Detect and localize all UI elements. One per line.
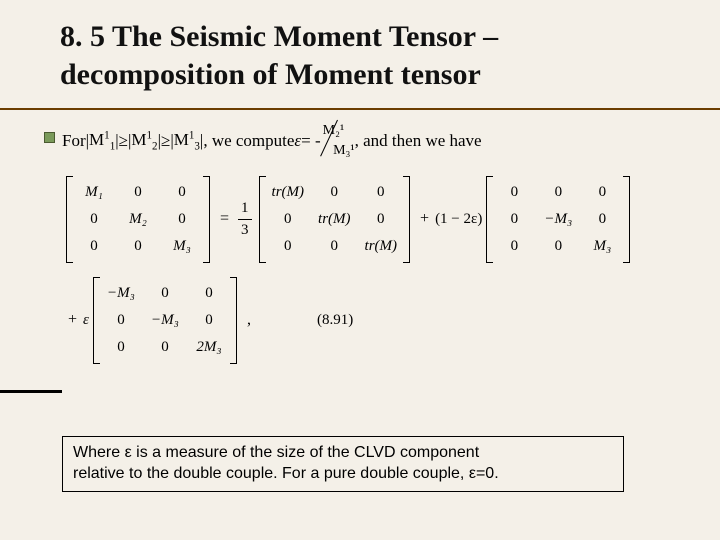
bracket-right [623,176,630,263]
diag-fraction: M₂¹ M₃¹ [323,124,353,158]
bracket-left [259,176,266,263]
left-tick [0,390,62,393]
equation-row-2: + ε −M₃00 0−M₃0 002M₃ , (8.91) [62,277,682,364]
matrix-d-cells: −M₃00 0−M₃0 002M₃ [100,277,230,364]
matrix-c-cells: 000 0−M₃0 00M₃ [493,176,623,263]
matrix-a-cells: M₁00 0M₂0 00M₃ [73,176,203,263]
coef-eps: ε [83,310,89,331]
ge: ≥ [119,129,128,153]
bracket-left [486,176,493,263]
footer-line-1: Where ε is a measure of the size of the … [73,444,479,461]
title-line-1: 8. 5 The Seismic Moment Tensor – [60,20,498,53]
intro-then: , and then we have [355,129,482,153]
intro-compute: , we compute [203,129,294,153]
footer-line-2: relative to the double couple. For a pur… [73,465,499,482]
plus: + [68,309,77,331]
one-third: 1 3 [238,198,252,241]
comma: , [247,309,251,331]
bracket-right [230,277,237,364]
matrix-b: tr(M)00 0tr(M)0 00tr(M) [259,176,411,263]
matrix-c: 000 0−M₃0 00M₃ [486,176,630,263]
ge: ≥ [161,129,170,153]
equation-row-1: M₁00 0M₂0 00M₃ = 1 3 tr(M)00 0tr(M)0 00t… [62,176,682,263]
bracket-left [93,277,100,364]
m1: M11 [89,128,115,155]
matrix-a: M₁00 0M₂0 00M₃ [66,176,210,263]
slide-title: 8. 5 The Seismic Moment Tensor – decompo… [60,18,690,93]
horizontal-rule [0,108,720,110]
plus: + [420,208,429,230]
frac-bot: M₃¹ [333,141,355,161]
content-area: For | M11 | ≥ | M12 | ≥ | M13 | , we com… [62,124,682,364]
title-line-2: decomposition of Moment tensor [60,58,481,91]
frac-top: M₂¹ [323,121,345,141]
epsilon: ε [294,129,301,153]
intro-for: For [62,129,86,153]
bullet-icon [44,132,55,143]
bracket-left [66,176,73,263]
footer-note: Where ε is a measure of the size of the … [62,436,624,492]
coef-1-2eps: (1 − 2ε) [435,209,482,230]
intro-eq: = - [301,129,321,153]
slide: 8. 5 The Seismic Moment Tensor – decompo… [0,0,720,540]
m3: M13 [174,128,200,155]
equation-number: (8.91) [317,310,353,331]
matrix-d: −M₃00 0−M₃0 002M₃ [93,277,237,364]
m2: M12 [131,128,157,155]
bracket-right [403,176,410,263]
bracket-right [203,176,210,263]
title-block: 8. 5 The Seismic Moment Tensor – decompo… [0,0,720,103]
equals: = [220,208,229,230]
intro-line: For | M11 | ≥ | M12 | ≥ | M13 | , we com… [62,124,682,158]
matrix-b-cells: tr(M)00 0tr(M)0 00tr(M) [266,176,404,263]
